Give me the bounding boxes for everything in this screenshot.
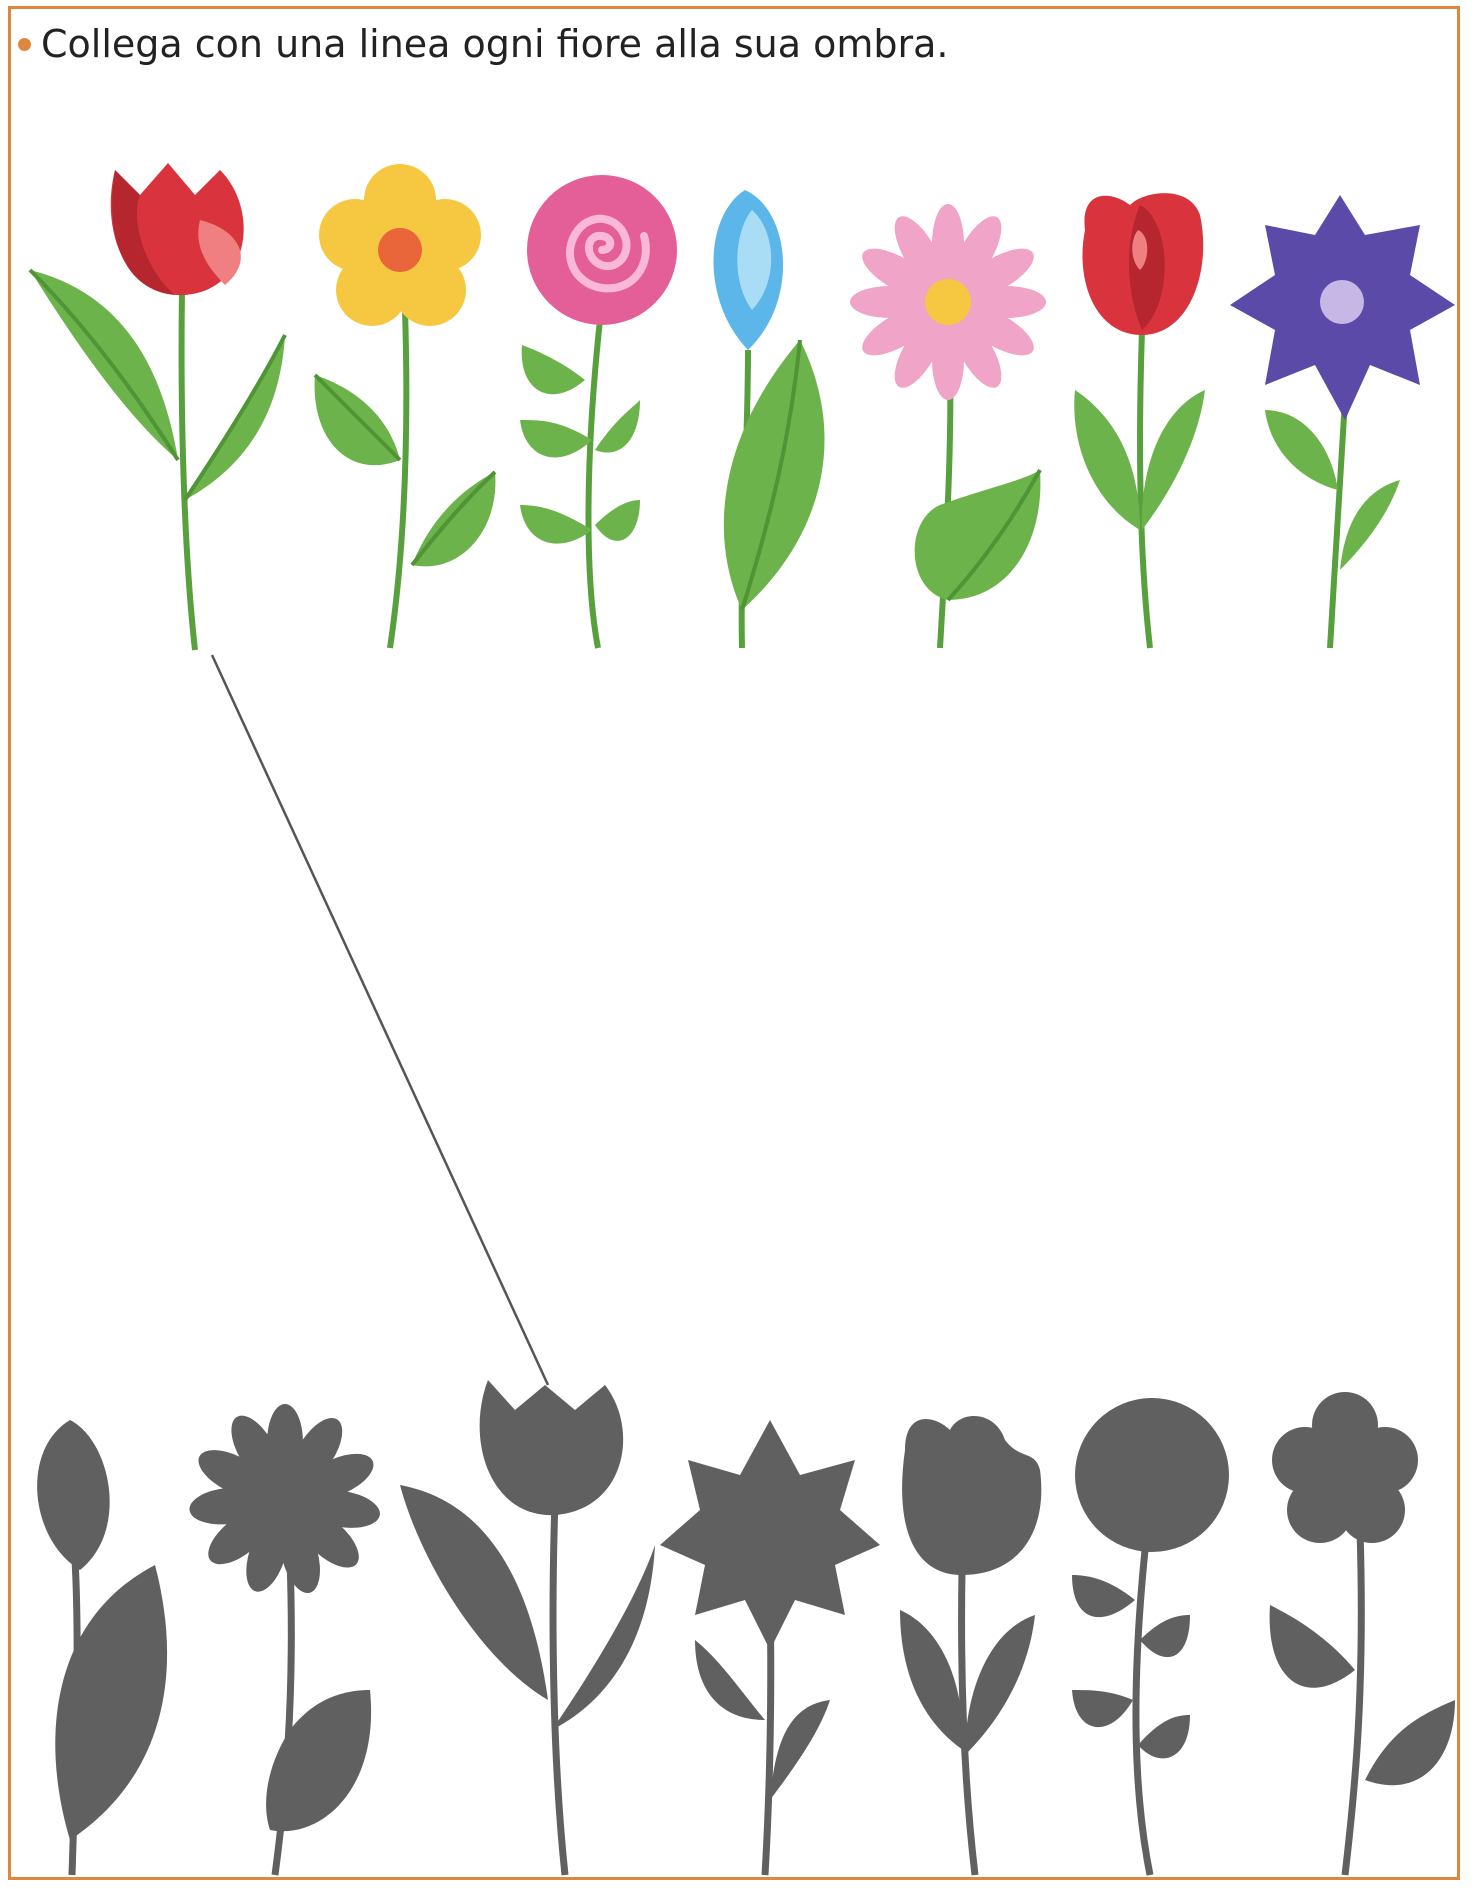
shadow-five-petal[interactable]	[1269, 1392, 1455, 1876]
shadow-tulip-large[interactable]	[400, 1380, 655, 1876]
connector-line	[210, 654, 550, 1386]
flower-pink-spiral[interactable]	[520, 175, 677, 649]
instruction-line: Collega con una linea ogni fiore alla su…	[18, 22, 948, 66]
shadow-daisy[interactable]	[188, 1404, 383, 1876]
shadow-tulip-small[interactable]	[900, 1416, 1042, 1876]
flower-pink-daisy[interactable]	[850, 204, 1046, 649]
instruction-text: Collega con una linea ogni fiore alla su…	[41, 22, 949, 66]
flower-blue-bud[interactable]	[713, 190, 825, 649]
flower-yellow-daisy[interactable]	[313, 164, 497, 649]
shadow-round[interactable]	[1072, 1398, 1229, 1876]
bullet-icon	[18, 37, 31, 51]
flower-red-tulip-2[interactable]	[1074, 193, 1205, 649]
flower-purple-star[interactable]	[1230, 195, 1455, 649]
shadow-bud[interactable]	[37, 1420, 168, 1876]
flower-red-tulip-1[interactable]	[28, 163, 287, 651]
shadow-star[interactable]	[660, 1420, 880, 1876]
